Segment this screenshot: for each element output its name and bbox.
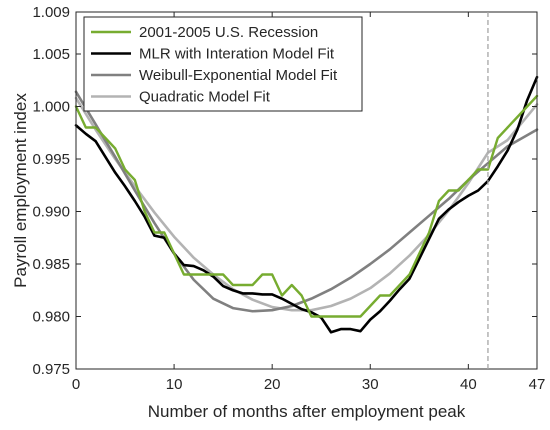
axes: 0 10 20 30 40 47 0.975 0.980 0.985 0.990 0.995 1.00…	[32, 4, 545, 393]
x-tick-label: 0	[72, 376, 80, 393]
y-tick-label: 0.995	[32, 151, 70, 168]
y-tick-label: 0.990	[32, 204, 70, 221]
x-axis-label: Number of months after employment peak	[148, 402, 466, 421]
x-tick-label: 47	[529, 376, 546, 393]
series-line-3	[74, 90, 539, 313]
y-tick-label: 1.009	[32, 4, 70, 21]
series-layer	[74, 75, 539, 334]
legend-label-3: Weibull-Exponential Model Fit	[139, 67, 338, 84]
y-tick-label: 0.980	[32, 309, 70, 326]
series-line-1	[74, 94, 539, 318]
x-tick-label: 10	[166, 376, 183, 393]
x-tick-label: 40	[460, 376, 477, 393]
series-line-2	[74, 75, 539, 334]
y-tick-label: 1.005	[32, 46, 70, 63]
x-tick-label: 20	[264, 376, 281, 393]
legend-label-1: 2001-2005 U.S. Recession	[139, 24, 318, 41]
legend-label-2: MLR with Interation Model Fit	[139, 46, 335, 63]
y-tick-label: 0.985	[32, 256, 70, 273]
x-tick-label: 30	[362, 376, 379, 393]
y-tick-label: 0.975	[32, 361, 70, 378]
legend-label-4: Quadratic Model Fit	[139, 89, 271, 106]
y-tick-label: 1.000	[32, 99, 70, 116]
series-line-4	[74, 96, 539, 312]
y-axis-label: Payroll employment index	[11, 93, 30, 288]
legend: 2001-2005 U.S. Recession MLR with Interat…	[83, 16, 363, 112]
plot-area-frame	[75, 11, 538, 370]
